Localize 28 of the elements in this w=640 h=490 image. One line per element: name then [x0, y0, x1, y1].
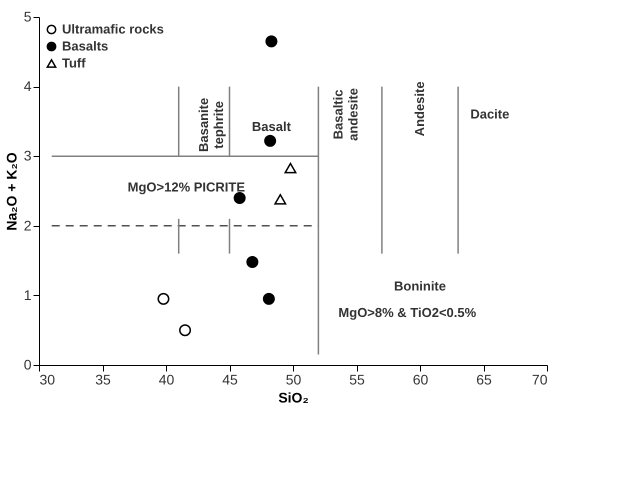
x-tick-label: 50	[286, 372, 302, 388]
x-axis-title: SiO₂	[278, 390, 309, 406]
x-tick-label: 65	[476, 372, 492, 388]
x-tick-label: 55	[349, 372, 365, 388]
x-tick-label: 30	[40, 372, 56, 388]
annotation: Andesite	[412, 81, 427, 136]
y-tick-label: 4	[24, 78, 32, 94]
annotation: MgO>12% PICRITE	[128, 180, 246, 195]
x-tick-label: 45	[222, 372, 238, 388]
annotation: Basanite tephrite	[196, 98, 226, 152]
annotation: Basalt	[252, 118, 292, 134]
legend-label: Ultramafic rocks	[62, 22, 164, 36]
y-axis-title: Na₂O + K₂O	[4, 152, 20, 231]
annotation: Basaltic andesite	[330, 88, 361, 141]
y-tick-label: 2	[24, 217, 32, 234]
y-tick-label: 5	[24, 8, 32, 24]
x-tick-label: 35	[95, 372, 111, 388]
x-tick-label: 60	[412, 372, 428, 388]
annotation: Boninite	[394, 278, 446, 294]
annotation: Dacite	[470, 106, 510, 122]
y-tick-label: 0	[24, 356, 32, 372]
legend-label: Basalts	[62, 38, 108, 54]
legend-label: Tuff	[62, 56, 86, 70]
y-tick-label: 1	[24, 286, 32, 303]
annotation: MgO>8% & TiO2<0.5%	[338, 304, 477, 320]
x-tick-label: 70	[532, 372, 548, 388]
x-tick-label: 40	[158, 372, 174, 388]
y-tick-label: 3	[24, 148, 32, 164]
